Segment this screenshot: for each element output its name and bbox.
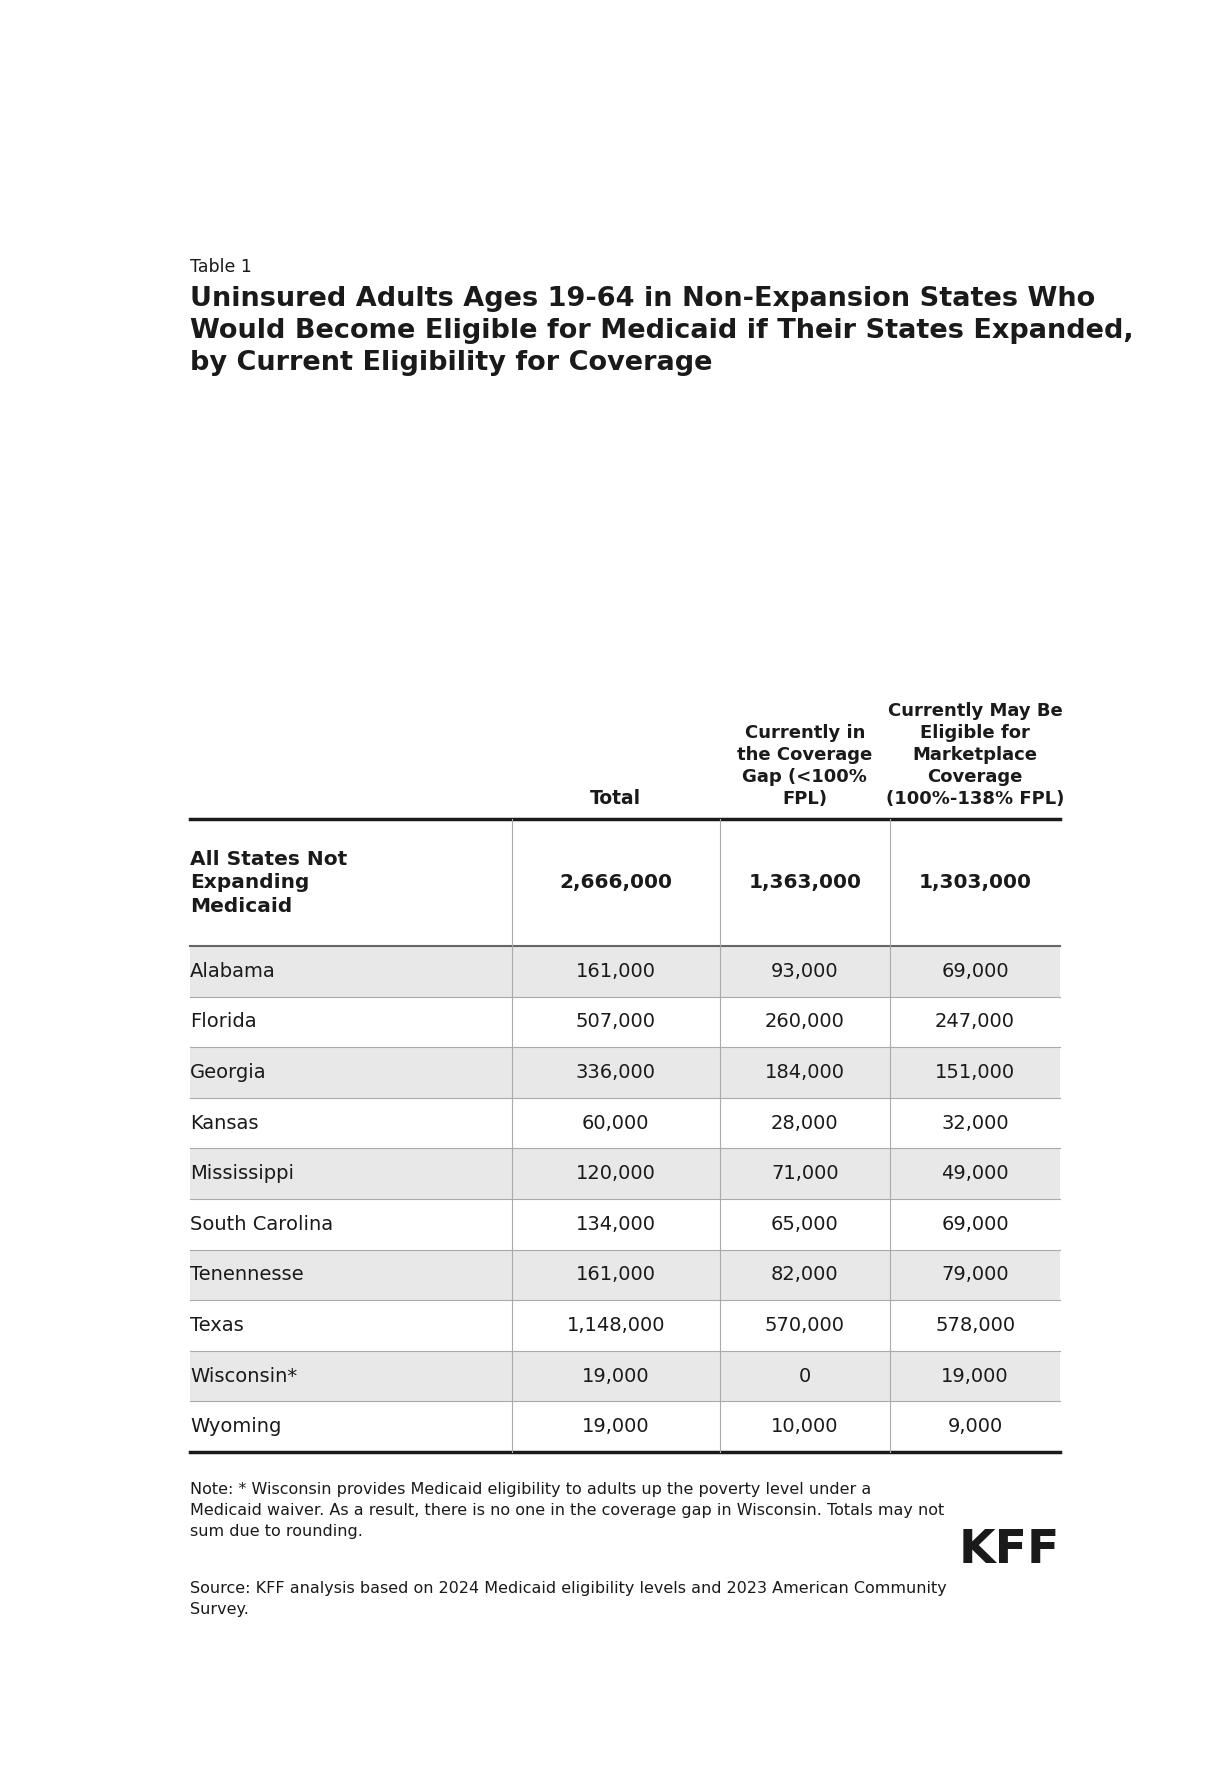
Text: 82,000: 82,000: [771, 1266, 838, 1284]
Text: 151,000: 151,000: [935, 1063, 1015, 1082]
Text: Georgia: Georgia: [190, 1063, 267, 1082]
Text: 1,148,000: 1,148,000: [566, 1316, 665, 1334]
Text: 134,000: 134,000: [576, 1214, 656, 1234]
Bar: [190, 947, 1060, 997]
Text: 60,000: 60,000: [582, 1113, 649, 1132]
Bar: [190, 1350, 1060, 1402]
Text: 49,000: 49,000: [942, 1164, 1009, 1182]
Text: Source: KFF analysis based on 2024 Medicaid eligibility levels and 2023 American: Source: KFF analysis based on 2024 Medic…: [190, 1581, 947, 1618]
Text: 19,000: 19,000: [942, 1366, 1009, 1386]
Text: Kansas: Kansas: [190, 1113, 259, 1132]
Text: All States Not
Expanding
Medicaid: All States Not Expanding Medicaid: [190, 850, 348, 916]
Bar: [190, 1047, 1060, 1098]
Text: 247,000: 247,000: [935, 1013, 1015, 1031]
Text: 120,000: 120,000: [576, 1164, 655, 1182]
Text: Mississippi: Mississippi: [190, 1164, 294, 1182]
Text: 10,000: 10,000: [771, 1418, 838, 1436]
Text: 161,000: 161,000: [576, 1266, 656, 1284]
Text: 578,000: 578,000: [935, 1316, 1015, 1334]
Text: 184,000: 184,000: [765, 1063, 845, 1082]
Text: 9,000: 9,000: [948, 1418, 1003, 1436]
Text: 161,000: 161,000: [576, 961, 656, 981]
Text: 1,363,000: 1,363,000: [748, 873, 861, 893]
Text: Note: * Wisconsin provides Medicaid eligibility to adults up the poverty level u: Note: * Wisconsin provides Medicaid elig…: [190, 1482, 944, 1540]
Text: 507,000: 507,000: [576, 1013, 656, 1031]
Text: 19,000: 19,000: [582, 1418, 649, 1436]
Text: 1,303,000: 1,303,000: [919, 873, 1032, 893]
Text: 71,000: 71,000: [771, 1164, 838, 1182]
Text: 69,000: 69,000: [942, 1214, 1009, 1234]
Text: 260,000: 260,000: [765, 1013, 844, 1031]
Text: Wyoming: Wyoming: [190, 1418, 282, 1436]
Text: Florida: Florida: [190, 1013, 257, 1031]
Bar: [190, 1250, 1060, 1300]
Text: 69,000: 69,000: [942, 961, 1009, 981]
Text: Table 1: Table 1: [190, 259, 253, 277]
Text: Total: Total: [590, 789, 642, 809]
Text: 0: 0: [799, 1366, 811, 1386]
Bar: [190, 1148, 1060, 1198]
Text: Alabama: Alabama: [190, 961, 276, 981]
Text: 19,000: 19,000: [582, 1366, 649, 1386]
Text: 65,000: 65,000: [771, 1214, 839, 1234]
Text: 32,000: 32,000: [942, 1113, 1009, 1132]
Text: 570,000: 570,000: [765, 1316, 845, 1334]
Text: 336,000: 336,000: [576, 1063, 656, 1082]
Text: 79,000: 79,000: [942, 1266, 1009, 1284]
Text: South Carolina: South Carolina: [190, 1214, 333, 1234]
Text: Tenennesse: Tenennesse: [190, 1266, 304, 1284]
Text: Currently May Be
Eligible for
Marketplace
Coverage
(100%-138% FPL): Currently May Be Eligible for Marketplac…: [886, 702, 1064, 809]
Text: Currently in
the Coverage
Gap (<100%
FPL): Currently in the Coverage Gap (<100% FPL…: [737, 723, 872, 809]
Text: Uninsured Adults Ages 19-64 in Non-Expansion States Who
Would Become Eligible fo: Uninsured Adults Ages 19-64 in Non-Expan…: [190, 286, 1133, 375]
Text: 28,000: 28,000: [771, 1113, 838, 1132]
Text: Wisconsin*: Wisconsin*: [190, 1366, 298, 1386]
Text: KFF: KFF: [959, 1529, 1060, 1573]
Text: 93,000: 93,000: [771, 961, 838, 981]
Text: 2,666,000: 2,666,000: [559, 873, 672, 893]
Text: Texas: Texas: [190, 1316, 244, 1334]
